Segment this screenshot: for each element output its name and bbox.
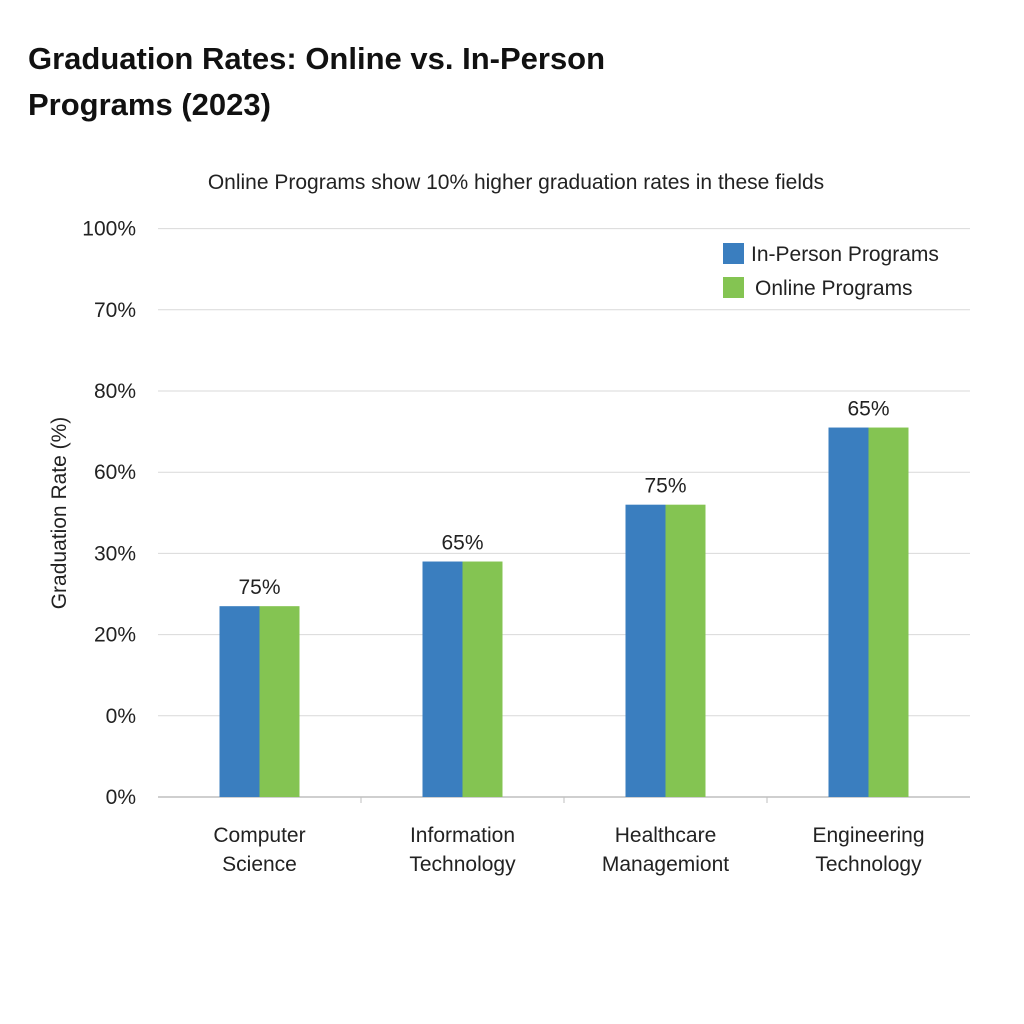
bar-in-person: [828, 427, 869, 797]
x-tick-label: Managemiont: [602, 853, 729, 876]
x-tick-label: Computer: [213, 824, 305, 847]
y-tick-label: 80%: [94, 380, 136, 403]
data-label: 65%: [847, 398, 889, 421]
x-axis-ticks: Computer Science Information Technology Heal…: [213, 824, 924, 876]
x-tick-label: Science: [222, 853, 297, 876]
data-label: 75%: [644, 475, 686, 498]
legend-label: In-Person Programs: [751, 243, 939, 266]
y-tick-label: 0%: [106, 786, 136, 809]
bar-in-person: [625, 504, 666, 797]
x-tick-label: Healthcare: [615, 824, 717, 847]
x-tick-label: Information: [410, 824, 515, 847]
x-tick-label: Technology: [409, 853, 516, 876]
data-label: 65%: [441, 532, 483, 555]
y-tick-label: 100%: [82, 218, 136, 241]
legend-label: Online Programs: [755, 277, 913, 300]
legend: In-Person Programs Online Programs: [723, 243, 939, 300]
legend-swatch: [723, 243, 744, 264]
bars: 75% 65% 75% 65%: [219, 398, 909, 797]
data-label: 75%: [238, 576, 280, 599]
x-tick-label: Technology: [815, 853, 922, 876]
bar-online: [868, 427, 909, 797]
bar-in-person: [219, 606, 260, 797]
y-tick-label: 70%: [94, 299, 136, 322]
y-tick-label: 20%: [94, 624, 136, 647]
bar-in-person: [422, 561, 463, 797]
bar-online: [665, 504, 706, 797]
legend-swatch: [723, 277, 744, 298]
y-axis-ticks: 0% 0% 20% 30% 60% 80% 70% 100%: [82, 218, 136, 809]
y-axis-label: Graduation Rate (%): [48, 417, 71, 610]
y-tick-label: 30%: [94, 542, 136, 565]
y-tick-label: 0%: [106, 705, 136, 728]
bar-online: [462, 561, 503, 797]
chart-title: Graduation Rates: Online vs. In-Person P…: [28, 41, 606, 122]
y-tick-label: 60%: [94, 461, 136, 484]
x-tick-label: Engineering: [812, 824, 924, 847]
chart-subtitle: Online Programs show 10% higher graduati…: [208, 171, 824, 194]
bar-online: [259, 606, 300, 797]
